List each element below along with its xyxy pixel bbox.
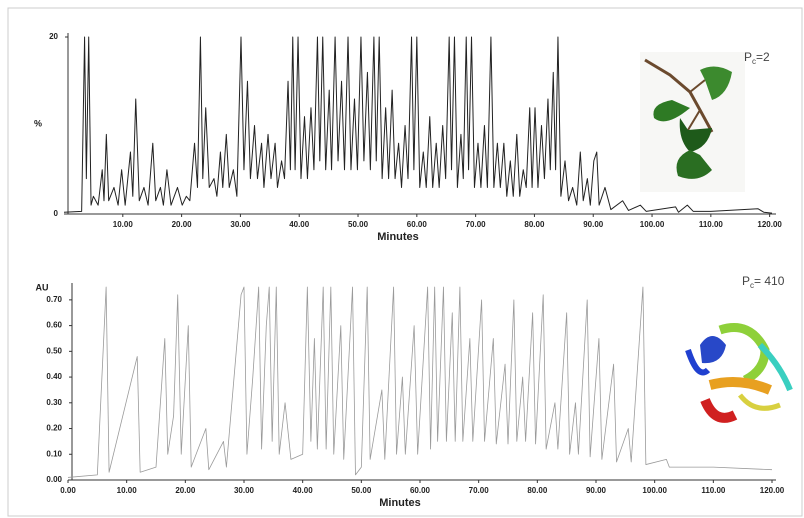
annotation-symbol: P [744, 50, 752, 64]
x-tick-label: 20.00 [175, 486, 196, 495]
y-tick-label: 0.30 [46, 398, 62, 407]
y-axis-label: % [34, 118, 42, 128]
y-tick-label: 20 [49, 32, 58, 41]
x-tick-label: 110.00 [701, 486, 726, 495]
x-axis-label: Minutes [377, 231, 419, 243]
x-tick-label: 10.00 [113, 220, 134, 229]
x-tick-label: 70.00 [469, 486, 490, 495]
x-tick-label: 70.00 [466, 220, 487, 229]
x-tick-label: 120.00 [760, 486, 785, 495]
x-tick-label: 10.00 [117, 486, 138, 495]
annotation-subscript: c [750, 281, 754, 290]
y-tick-label: 0.10 [46, 449, 62, 458]
frame [7, 7, 803, 517]
y-tick-label: 0 [54, 209, 59, 218]
annotation-text: = 410 [754, 274, 785, 288]
annotation-symbol: P [742, 274, 750, 288]
annotation: Pc=2 [744, 50, 770, 66]
protein-image [685, 323, 797, 425]
x-tick-label: 80.00 [527, 486, 548, 495]
x-tick-label: 50.00 [351, 486, 372, 495]
x-tick-label: 90.00 [586, 486, 607, 495]
x-tick-label: 80.00 [524, 220, 545, 229]
x-tick-label: 0.00 [60, 486, 76, 495]
x-tick-label: 90.00 [583, 220, 604, 229]
x-tick-label: 50.00 [348, 220, 369, 229]
y-tick-label: 0.00 [46, 475, 62, 484]
annotation: Pc= 410 [742, 274, 785, 290]
x-tick-label: 40.00 [293, 486, 314, 495]
y-tick-label: 0.20 [46, 424, 62, 433]
annotation-subscript: c [752, 57, 756, 66]
ginkgo-image [640, 52, 745, 192]
x-tick-label: 120.00 [757, 220, 782, 229]
x-tick-label: 100.00 [640, 220, 665, 229]
chromatogram-line [63, 36, 773, 214]
x-tick-label: 110.00 [699, 220, 724, 229]
x-tick-label: 100.00 [642, 486, 667, 495]
x-tick-label: 60.00 [407, 220, 428, 229]
x-tick-label: 40.00 [289, 220, 310, 229]
chromatogram-line [67, 286, 773, 478]
y-axis-label: AU [36, 282, 49, 292]
y-tick-label: 0.70 [46, 295, 62, 304]
y-tick-label: 0.50 [46, 346, 62, 355]
x-axis-label: Minutes [379, 497, 421, 509]
y-tick-label: 0.40 [46, 372, 62, 381]
x-tick-label: 60.00 [410, 486, 431, 495]
annotation-text: =2 [756, 50, 770, 64]
x-tick-label: 30.00 [230, 220, 251, 229]
y-tick-label: 0.60 [46, 321, 62, 330]
x-tick-label: 20.00 [172, 220, 193, 229]
x-tick-label: 30.00 [234, 486, 255, 495]
